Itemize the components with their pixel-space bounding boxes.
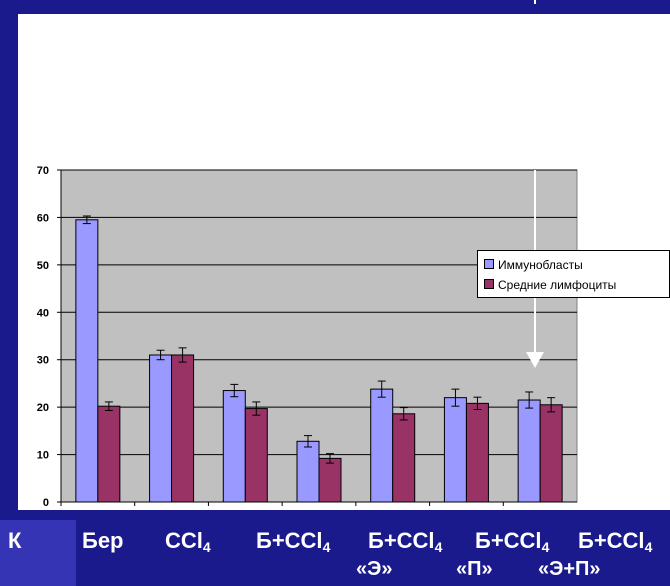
x-category-label-subscript: 4: [541, 539, 550, 555]
legend-label-immunoblasts: Иммунобласты: [498, 258, 583, 272]
bar-immunoblasts: [75, 219, 99, 503]
legend: Иммунобласты Средние лимфоциты: [477, 250, 670, 298]
category-strip: [0, 520, 76, 586]
x-category-label-text: К: [8, 528, 22, 553]
y-tick-label: 20: [37, 402, 49, 414]
bar-medium-lymphocytes: [97, 405, 121, 503]
bar-immunoblasts: [517, 399, 541, 503]
x-category-label: Б+CCl4: [475, 528, 549, 554]
x-category-label-line2: «Э»: [356, 558, 393, 580]
legend-swatch-medium-lymphocytes: [484, 279, 494, 289]
bar-medium-lymphocytes: [318, 457, 342, 503]
x-category-label-text: Б+CCl: [256, 528, 323, 553]
x-category-label-text: Б+CCl: [578, 528, 645, 553]
y-tick-label: 0: [43, 497, 49, 509]
bar-medium-lymphocytes: [392, 413, 416, 503]
bar-immunoblasts: [222, 390, 246, 503]
bar-medium-lymphocytes: [465, 402, 489, 503]
x-category-label-subscript: 4: [434, 539, 443, 555]
legend-label-medium-lymphocytes: Средние лимфоциты: [498, 278, 617, 292]
x-category-label: К: [8, 528, 21, 554]
x-category-label-text: Б+CCl: [368, 528, 435, 553]
x-category-label-line2: «Э+П»: [538, 558, 601, 580]
bar-immunoblasts: [296, 440, 320, 503]
x-category-label: CCl4: [165, 528, 211, 554]
legend-swatch-immunoblasts: [484, 259, 494, 269]
y-tick-label: 30: [37, 355, 49, 367]
x-category-label: Б+CCl4: [256, 528, 330, 554]
x-category-label: Б+CCl4: [578, 528, 652, 554]
bar-medium-lymphocytes: [539, 404, 563, 503]
x-category-label: Б+CCl4: [368, 528, 442, 554]
x-category-label-subscript: 4: [202, 539, 211, 555]
x-category-label-subscript: 4: [644, 539, 653, 555]
y-tick-label: 70: [37, 165, 49, 177]
x-category-label-text: Бер: [82, 528, 124, 553]
bar-medium-lymphocytes: [171, 354, 195, 503]
x-category-label: Бер: [82, 528, 124, 554]
bar-immunoblasts: [149, 354, 173, 503]
legend-item-medium-lymphocytes: Средние лимфоциты: [484, 277, 616, 293]
x-category-label-text: Б+CCl: [475, 528, 542, 553]
legend-item-immunoblasts: Иммунобласты: [484, 257, 583, 273]
bar-immunoblasts: [443, 397, 467, 503]
bar-immunoblasts: [370, 388, 394, 503]
y-tick-label: 10: [37, 450, 49, 462]
x-category-label-line2: «П»: [456, 558, 493, 580]
y-tick-label: 50: [37, 260, 49, 272]
x-category-label-text: CCl: [165, 528, 203, 553]
y-tick-label: 40: [37, 307, 49, 319]
bar-medium-lymphocytes: [244, 408, 268, 503]
y-tick-label: 60: [37, 212, 49, 224]
annotation-arrowhead: [526, 352, 544, 368]
x-category-label-subscript: 4: [322, 539, 331, 555]
